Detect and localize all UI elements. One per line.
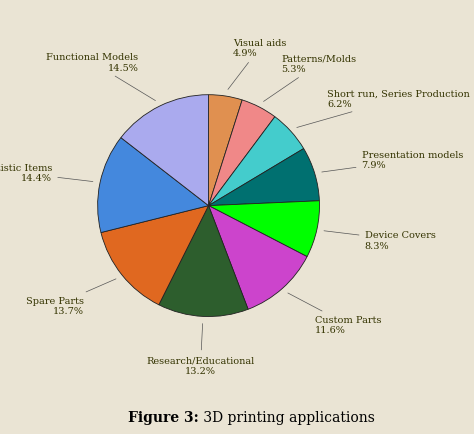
Text: 3D printing applications: 3D printing applications bbox=[199, 410, 375, 424]
Text: Presentation models
7.9%: Presentation models 7.9% bbox=[322, 151, 463, 173]
Wedge shape bbox=[101, 206, 209, 305]
Text: Short run, Series Production
6.2%: Short run, Series Production 6.2% bbox=[297, 89, 470, 128]
Text: Custom Parts
11.6%: Custom Parts 11.6% bbox=[288, 293, 382, 335]
Wedge shape bbox=[209, 206, 307, 309]
Wedge shape bbox=[209, 201, 319, 257]
Text: Artistic Items
14.4%: Artistic Items 14.4% bbox=[0, 164, 93, 183]
Text: Visual aids
4.9%: Visual aids 4.9% bbox=[228, 39, 286, 90]
Wedge shape bbox=[121, 95, 209, 206]
Wedge shape bbox=[159, 206, 248, 317]
Text: Device Covers
8.3%: Device Covers 8.3% bbox=[324, 231, 436, 250]
Wedge shape bbox=[209, 95, 242, 206]
Wedge shape bbox=[98, 138, 209, 233]
Wedge shape bbox=[209, 118, 304, 206]
Text: Figure 3:: Figure 3: bbox=[128, 410, 199, 424]
Wedge shape bbox=[209, 101, 275, 206]
Text: Patterns/Molds
5.3%: Patterns/Molds 5.3% bbox=[264, 55, 356, 102]
Wedge shape bbox=[209, 149, 319, 206]
Text: Research/Educational
13.2%: Research/Educational 13.2% bbox=[146, 324, 255, 375]
Text: Functional Models
14.5%: Functional Models 14.5% bbox=[46, 53, 155, 102]
Text: Spare Parts
13.7%: Spare Parts 13.7% bbox=[26, 279, 116, 316]
